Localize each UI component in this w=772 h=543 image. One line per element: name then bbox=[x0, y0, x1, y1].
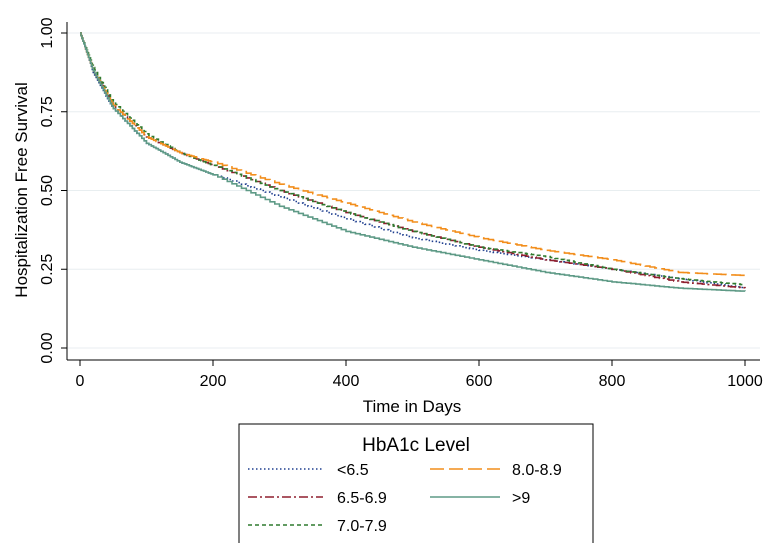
legend-label-4: >9 bbox=[512, 490, 530, 507]
legend-box bbox=[238, 423, 594, 543]
y-tick-label: 0.25 bbox=[39, 254, 56, 285]
y-tick-label: 0.75 bbox=[39, 96, 56, 127]
series-line-4 bbox=[80, 32, 746, 292]
y-tick-label: 0.50 bbox=[39, 175, 56, 206]
x-tick-label: 0 bbox=[76, 373, 85, 390]
legend-label-3: 8.0-8.9 bbox=[512, 462, 562, 479]
legend-label-0: <6.5 bbox=[337, 462, 369, 479]
x-tick-label: 200 bbox=[200, 373, 227, 390]
legend-label-1: 6.5-6.9 bbox=[337, 490, 387, 507]
y-tick-label: 1.00 bbox=[39, 17, 56, 48]
ticks: 0.00 0.25 0.50 0.75 1.00 0 200 400 600 800 1000 bbox=[39, 17, 763, 390]
x-axis-title: Time in Days bbox=[363, 397, 462, 416]
gridlines bbox=[67, 32, 760, 349]
series-line-2 bbox=[80, 32, 746, 286]
legend-label-2: 7.0-7.9 bbox=[337, 518, 387, 535]
y-axis-title: Hospitalization Free Survival bbox=[12, 82, 31, 297]
x-tick-label: 400 bbox=[333, 373, 360, 390]
legend-items: <6.5 8.0-8.9 6.5-6.9 >9 7.0-7.9 bbox=[248, 462, 562, 535]
legend: HbA1c Level <6.5 8.0-8.9 6.5-6.9 >9 7.0-7.9 bbox=[238, 423, 594, 543]
y-tick-label: 0.00 bbox=[39, 332, 56, 363]
series-line-3 bbox=[80, 32, 746, 277]
x-tick-label: 1000 bbox=[727, 373, 763, 390]
legend-title: HbA1c Level bbox=[362, 435, 470, 456]
x-tick-label: 600 bbox=[466, 373, 493, 390]
plot-area bbox=[80, 32, 746, 292]
x-tick-label: 800 bbox=[599, 373, 626, 390]
